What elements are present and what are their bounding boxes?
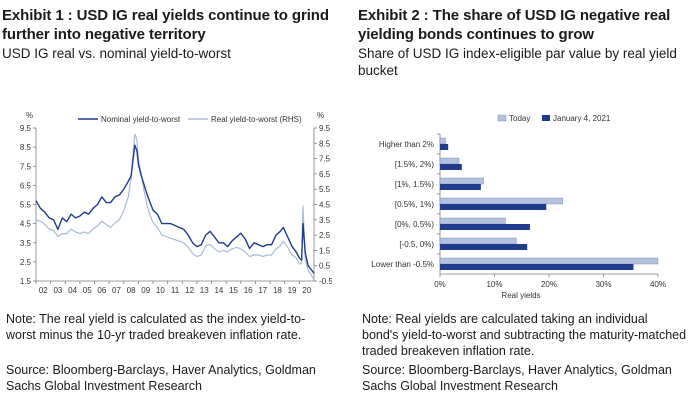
exhibit-2-chart: Today January 4, 2021 0% 10% 20% 30% 40% Real y… xyxy=(358,112,688,304)
legend-label-today: Today xyxy=(509,114,530,123)
bar-january xyxy=(440,164,462,170)
exhibit-1-title: Exhibit 1 : USD IG real yields continue … xyxy=(2,7,329,43)
x-tick-label: 18 xyxy=(273,286,282,295)
x-tick-label: 07 xyxy=(112,286,121,295)
legend-label-january: January 4, 2021 xyxy=(553,114,611,123)
left-tick-label: 5.5 xyxy=(20,201,32,210)
x-tick-label: 14 xyxy=(214,286,223,295)
legend-label-real: Real yield-to-worst (RHS) xyxy=(211,115,302,124)
category-label: [0%, 0.5%) xyxy=(395,220,434,229)
x-tick-label: 20 xyxy=(302,286,311,295)
real-yield-line xyxy=(35,133,315,280)
x-tick-label: 10 xyxy=(156,286,165,295)
bar-today xyxy=(439,257,659,265)
x-tick-label: 16 xyxy=(244,286,253,295)
right-tick-label: 8.5 xyxy=(319,139,331,148)
x-tick-label: 06 xyxy=(97,286,106,295)
left-tick-label: 1.5 xyxy=(20,277,32,286)
category-label: Lower than -0.5% xyxy=(371,260,434,269)
x-tick-label: 30% xyxy=(595,280,611,289)
exhibit-1-subtitle: USD IG real vs. nominal yield-to-worst xyxy=(2,46,231,61)
bar-january xyxy=(440,204,547,210)
exhibit-1-source: Source: Bloomberg-Barclays, Haver Analyt… xyxy=(6,363,316,393)
bar-today xyxy=(439,197,563,205)
left-tick-label: 4.5 xyxy=(20,220,32,229)
right-tick-label: 5.5 xyxy=(319,185,331,194)
bar-today xyxy=(439,237,517,245)
legend-label-nominal: Nominal yield-to-worst xyxy=(101,115,181,124)
left-tick-label: 3.5 xyxy=(20,239,32,248)
legend-swatch-today xyxy=(497,114,507,122)
bar-today xyxy=(439,137,446,145)
x-tick-label: 19 xyxy=(288,286,297,295)
exhibit-2-source: Source: Bloomberg-Barclays, Haver Analyt… xyxy=(362,363,672,393)
right-tick-label: 4.5 xyxy=(319,201,331,210)
bar-january xyxy=(440,224,530,230)
x-tick-label: 40% xyxy=(650,280,666,289)
left-axis-unit: % xyxy=(26,111,33,120)
exhibit-1-note: Note: The real yield is calculated as th… xyxy=(6,312,306,342)
x-tick-label: 08 xyxy=(127,286,136,295)
x-tick-label: 02 xyxy=(39,286,48,295)
x-tick-label: 13 xyxy=(200,286,209,295)
x-tick-label: 0% xyxy=(434,280,446,289)
x-tick-label: 17 xyxy=(258,286,267,295)
bar-today xyxy=(439,217,506,225)
left-tick-label: 2.5 xyxy=(20,258,32,267)
x-tick-label: 04 xyxy=(68,286,77,295)
x-tick-label: 20% xyxy=(541,280,557,289)
exhibit-2-note: Note: Real yields are calculated taking … xyxy=(362,312,687,358)
right-tick-label: 2.5 xyxy=(319,231,331,240)
bar-january xyxy=(440,264,634,270)
right-tick-label: 0.5 xyxy=(319,262,331,271)
category-label: [-0.5, 0%) xyxy=(399,240,434,249)
x-axis-title: Real yields xyxy=(501,291,540,300)
x-tick-label: 11 xyxy=(171,286,180,295)
x-tick-label: 10% xyxy=(486,280,502,289)
bar-january xyxy=(440,244,528,250)
left-tick-label: 9.5 xyxy=(20,124,32,133)
right-tick-label: 9.5 xyxy=(319,124,331,133)
category-label: Higher than 2% xyxy=(379,140,434,149)
category-label: [1%, 1.5%) xyxy=(395,180,434,189)
bar-today xyxy=(439,177,484,185)
right-tick-label: 1.5 xyxy=(319,246,331,255)
exhibit-1-panel: Exhibit 1 : USD IG real yields continue … xyxy=(2,0,332,62)
x-tick-label: 12 xyxy=(185,286,194,295)
bar-today xyxy=(439,157,460,165)
category-label: [1.5%, 2%) xyxy=(395,160,434,169)
right-axis-unit: % xyxy=(317,111,324,120)
line-chart: % % 1.5 2.5 3.5 4.5 5.5 6.5 7.5 8.5 9.5 -0.5 0.5 1.5 2… xyxy=(20,111,333,295)
left-tick-label: 8.5 xyxy=(20,143,32,152)
right-tick-label: 3.5 xyxy=(319,216,331,225)
x-tick-label: 09 xyxy=(141,286,150,295)
x-tick-label: 15 xyxy=(229,286,238,295)
exhibit-2-panel: Exhibit 2 : The share of USD IG negative… xyxy=(358,0,688,79)
category-label: [0.5%, 1%) xyxy=(395,200,434,209)
x-tick-label: 03 xyxy=(53,286,62,295)
left-tick-label: 6.5 xyxy=(20,181,32,190)
bar-january xyxy=(440,184,481,190)
right-tick-label: -0.5 xyxy=(319,277,332,286)
right-tick-label: 7.5 xyxy=(319,155,331,164)
exhibit-2-subtitle: Share of USD IG index-eligible par value… xyxy=(358,46,677,78)
x-tick-label: 05 xyxy=(83,286,92,295)
exhibit-2-title: Exhibit 2 : The share of USD IG negative… xyxy=(358,7,671,43)
bar-january xyxy=(440,144,449,150)
right-tick-label: 6.5 xyxy=(319,170,331,179)
nominal-yield-line xyxy=(35,144,315,274)
left-tick-label: 7.5 xyxy=(20,162,32,171)
exhibit-1-chart: %% 1.5 2.5 3.5 4.5 5.5 6.5 7.5 8.5 9.5 -0.5 0.5 1.5 2… xyxy=(2,100,333,298)
bar-chart: Today January 4, 2021 0% 10% 20% 30% 40% Real y… xyxy=(371,114,666,300)
legend-swatch-january xyxy=(542,115,550,121)
